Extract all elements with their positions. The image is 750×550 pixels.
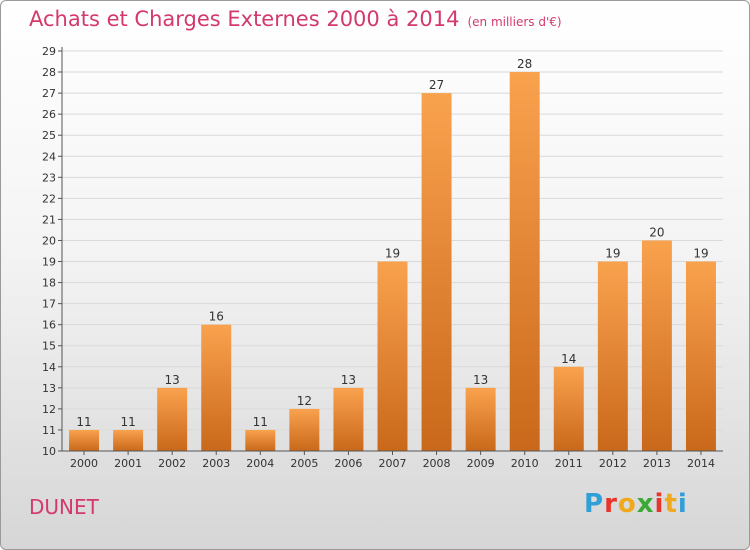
x-tick-label-2002: 2002 bbox=[158, 457, 186, 470]
value-label-2007: 19 bbox=[385, 247, 400, 261]
value-label-2012: 19 bbox=[605, 247, 620, 261]
bar-2007 bbox=[377, 261, 408, 451]
x-tick-label-2005: 2005 bbox=[290, 457, 318, 470]
x-tick-label-2010: 2010 bbox=[511, 457, 539, 470]
y-tick-label-16: 16 bbox=[42, 319, 56, 332]
value-label-2000: 11 bbox=[76, 415, 91, 429]
bar-2011 bbox=[553, 366, 584, 451]
y-tick-label-27: 27 bbox=[42, 87, 56, 100]
x-tick-label-2001: 2001 bbox=[114, 457, 142, 470]
proxiti-logo[interactable]: Proxiti bbox=[584, 489, 688, 519]
value-label-2008: 27 bbox=[429, 78, 444, 92]
value-label-2003: 16 bbox=[209, 310, 224, 324]
y-tick-label-22: 22 bbox=[42, 192, 56, 205]
value-label-2014: 19 bbox=[693, 247, 708, 261]
bar-2004 bbox=[245, 429, 276, 451]
value-label-2013: 20 bbox=[649, 225, 664, 239]
x-axis-ticks: 2000 2001 2002 2003 2004 2005 2006 2007 2008 2009… bbox=[70, 451, 715, 470]
x-tick-label-2013: 2013 bbox=[643, 457, 671, 470]
y-tick-label-24: 24 bbox=[42, 150, 56, 163]
logo-letter: r bbox=[604, 489, 618, 519]
y-tick-label-12: 12 bbox=[42, 403, 56, 416]
y-tick-label-13: 13 bbox=[42, 382, 56, 395]
logo-letter: x bbox=[636, 489, 655, 519]
y-tick-label-26: 26 bbox=[42, 108, 56, 121]
bar-2012 bbox=[597, 261, 628, 451]
x-tick-label-2008: 2008 bbox=[423, 457, 451, 470]
bar-2000 bbox=[69, 429, 100, 451]
x-tick-label-2009: 2009 bbox=[467, 457, 495, 470]
x-tick-label-2006: 2006 bbox=[334, 457, 362, 470]
bar-2001 bbox=[113, 429, 144, 451]
value-label-2002: 13 bbox=[165, 373, 180, 387]
y-tick-label-17: 17 bbox=[42, 298, 56, 311]
y-tick-label-15: 15 bbox=[42, 340, 56, 353]
bar-2009 bbox=[465, 387, 496, 451]
value-label-2009: 13 bbox=[473, 373, 488, 387]
y-tick-label-18: 18 bbox=[42, 277, 56, 290]
title-text: Achats et Charges Externes 2000 à 2014 bbox=[29, 7, 460, 31]
value-label-2005: 12 bbox=[297, 394, 312, 408]
chart-title: Achats et Charges Externes 2000 à 2014 (e… bbox=[29, 7, 562, 31]
y-axis-ticks: 10 11 12 13 14 15 16 17 18 19 20 21 22 23 24 25 26 27 28 29 bbox=[42, 45, 62, 458]
y-tick-label-23: 23 bbox=[42, 171, 56, 184]
y-tick-label-14: 14 bbox=[42, 361, 56, 374]
x-tick-label-2007: 2007 bbox=[379, 457, 407, 470]
logo-letter: P bbox=[584, 489, 605, 519]
bar-2003 bbox=[201, 324, 232, 451]
value-label-2011: 14 bbox=[561, 352, 576, 366]
bars: 11 11 13 16 11 12 13 19 27 13 28 14 19 20 19 bbox=[69, 57, 716, 452]
x-tick-label-2011: 2011 bbox=[555, 457, 583, 470]
value-label-2004: 11 bbox=[253, 415, 268, 429]
bar-2002 bbox=[157, 387, 188, 451]
y-tick-label-29: 29 bbox=[42, 45, 56, 58]
bar-2006 bbox=[333, 387, 364, 451]
bar-2013 bbox=[641, 240, 672, 451]
logo-letter: o bbox=[617, 489, 637, 519]
y-tick-label-20: 20 bbox=[42, 234, 56, 247]
bar-2010 bbox=[509, 72, 540, 451]
y-tick-label-19: 19 bbox=[42, 256, 56, 269]
value-label-2010: 28 bbox=[517, 57, 532, 71]
value-label-2006: 13 bbox=[341, 373, 356, 387]
logo-letter: i bbox=[654, 489, 665, 519]
bar-2008 bbox=[421, 93, 452, 452]
x-tick-label-2000: 2000 bbox=[70, 457, 98, 470]
y-tick-label-11: 11 bbox=[42, 424, 56, 437]
bar-2014 bbox=[685, 261, 716, 451]
x-tick-label-2014: 2014 bbox=[687, 457, 715, 470]
bar-2005 bbox=[289, 408, 320, 451]
x-tick-label-2004: 2004 bbox=[246, 457, 274, 470]
y-tick-label-10: 10 bbox=[42, 445, 56, 458]
x-tick-label-2003: 2003 bbox=[202, 457, 230, 470]
y-tick-label-28: 28 bbox=[42, 66, 56, 79]
y-tick-label-21: 21 bbox=[42, 213, 56, 226]
logo-letter: t bbox=[664, 489, 678, 519]
x-tick-label-2012: 2012 bbox=[599, 457, 627, 470]
logo-letter: i bbox=[677, 489, 688, 519]
commune-name: DUNET bbox=[29, 495, 99, 519]
title-unit: (en milliers d'€) bbox=[467, 15, 562, 29]
y-tick-label-25: 25 bbox=[42, 129, 56, 142]
value-label-2001: 11 bbox=[120, 415, 135, 429]
